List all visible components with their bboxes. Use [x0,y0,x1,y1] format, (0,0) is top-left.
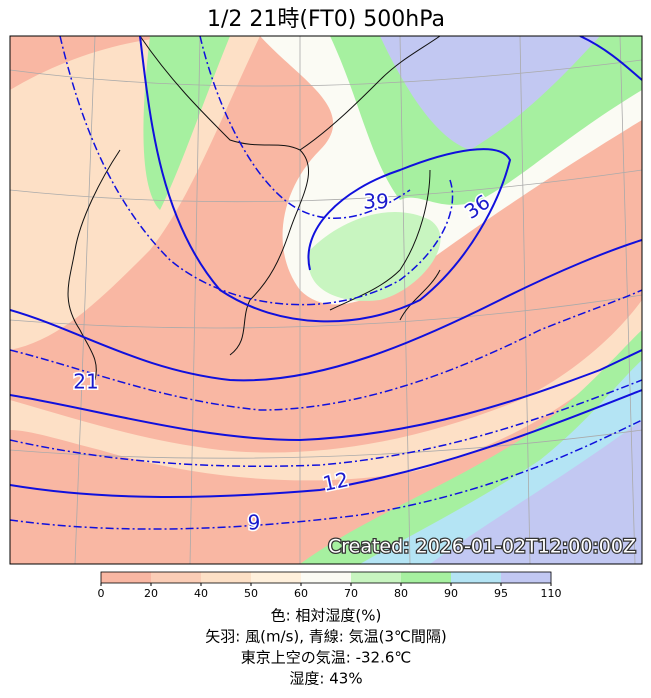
colorbar-tick-label: 0 [98,587,105,600]
isotherm [199,36,411,219]
humidity-band [143,36,230,210]
humidity-band [380,36,600,150]
colorbar-tick-label: 20 [144,587,158,600]
isotherm [10,349,642,442]
colorbar-segment [301,572,352,583]
colorbar-tick-label: 110 [541,587,562,600]
isotherm [10,289,642,411]
isotherm [10,419,642,530]
map-title: 1/2 21時(FT0) 500hPa [207,7,445,32]
isotherm [139,36,512,323]
humidity-band [430,420,642,564]
humidity-band [308,211,441,301]
colorbar-tick-label: 40 [194,587,208,600]
colorbar-segment [451,572,502,583]
colorbar-segment [251,572,302,583]
isotherm [10,379,642,468]
caption: 東京上空の気温: -32.6℃ [241,649,411,667]
colorbar-segment [101,572,152,583]
map-area: 39 36 21 12 9 Created: 2026-01-02T12:00:… [9,35,643,565]
isotherm [10,239,642,382]
coastline [67,36,441,381]
colorbar-tick-label: 90 [444,587,458,600]
colorbar-segment [351,572,402,583]
created-stamp: Created: 2026-01-02T12:00:00Z [328,536,636,558]
colorbar-frame [100,571,552,584]
contour-label: 21 [73,370,98,394]
caption: 矢羽: 風(m/s), 青線: 気温(3℃間隔) [205,628,446,646]
caption: 色: 相対湿度(%) [271,607,382,625]
graticule [10,36,642,564]
colorbar-segment [201,572,252,583]
contour-label: 9 [248,511,261,535]
colorbar: 0 20 40 50 60 70 80 90 95 110 [98,571,562,600]
map-frame [9,35,643,565]
colorbar-segment [501,572,552,583]
isotherm [59,36,454,306]
colorbar-tick-label: 60 [294,587,308,600]
humidity-band [10,300,642,481]
colorbar-tick-label: 50 [244,587,258,600]
colorbar-tick-label: 95 [494,587,508,600]
isotherm [579,36,642,81]
colorbar-segment [151,572,202,583]
colorbar-tick-label: 70 [344,587,358,600]
caption: 湿度: 43% [289,670,362,688]
colorbar-segment [401,572,452,583]
contour-label: 39 [363,190,388,214]
colorbar-tick-label: 80 [394,587,408,600]
isotherm [10,389,642,498]
